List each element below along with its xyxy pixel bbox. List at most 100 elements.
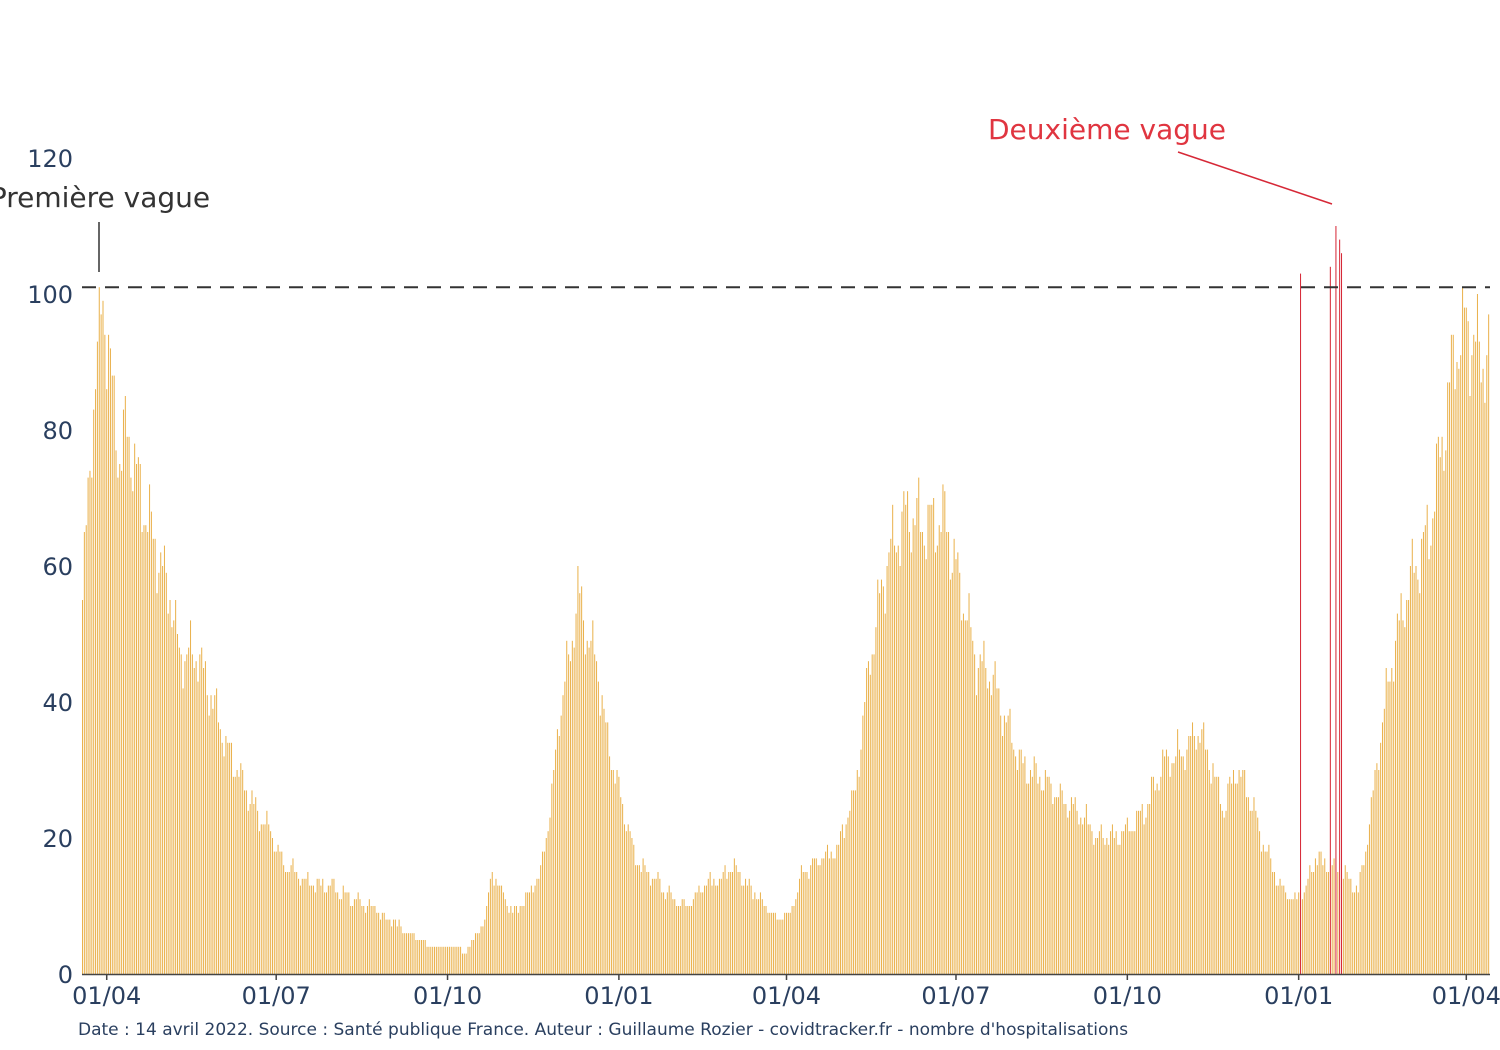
bar <box>434 947 435 974</box>
bar <box>315 892 316 974</box>
bar <box>674 899 675 974</box>
bar <box>1125 824 1126 974</box>
bar <box>339 899 340 974</box>
bar <box>723 872 724 974</box>
bar <box>741 886 742 974</box>
bar <box>1036 763 1037 974</box>
bar <box>1149 804 1150 974</box>
y-tick-label: 40 <box>42 689 73 717</box>
bar <box>101 314 102 974</box>
bar <box>652 879 653 974</box>
bar <box>1186 750 1187 974</box>
bar <box>846 824 847 974</box>
bar <box>1488 314 1489 974</box>
bar <box>1140 811 1141 974</box>
bar <box>1348 879 1349 974</box>
bar <box>309 886 310 974</box>
bar <box>298 879 299 974</box>
bar <box>635 865 636 974</box>
bar <box>497 886 498 974</box>
bar <box>207 695 208 974</box>
bar <box>1173 763 1174 974</box>
bar <box>1015 756 1016 974</box>
bar <box>885 614 886 974</box>
bar <box>1213 763 1214 974</box>
bar <box>406 933 407 974</box>
bar <box>969 593 970 974</box>
bar <box>1002 736 1003 974</box>
bar <box>410 933 411 974</box>
bar <box>991 695 992 974</box>
bar <box>1484 403 1485 974</box>
bar <box>542 852 543 974</box>
bar <box>525 892 526 974</box>
bar <box>102 301 103 974</box>
bar <box>1160 777 1161 974</box>
bar <box>764 906 765 974</box>
bar <box>1335 226 1336 974</box>
bar <box>328 886 329 974</box>
bar <box>292 858 293 974</box>
bar <box>708 879 709 974</box>
bar <box>1304 892 1305 974</box>
bar <box>430 947 431 974</box>
bar <box>1198 736 1199 974</box>
bar <box>834 858 835 974</box>
bar <box>1421 539 1422 974</box>
bar <box>706 886 707 974</box>
bar <box>630 831 631 974</box>
bar <box>829 858 830 974</box>
bar <box>1192 722 1193 974</box>
bar <box>1456 362 1457 974</box>
bar <box>1043 790 1044 974</box>
bar <box>738 872 739 974</box>
bar <box>1363 865 1364 974</box>
bar <box>289 872 290 974</box>
bar <box>959 573 960 974</box>
bar <box>1434 512 1435 974</box>
bar <box>1082 824 1083 974</box>
x-tick-label: 01/10 <box>1093 982 1162 1010</box>
bar <box>514 906 515 974</box>
bar <box>209 716 210 974</box>
bar <box>1088 824 1089 974</box>
bar <box>1009 709 1010 974</box>
bar <box>117 478 118 974</box>
bar <box>644 865 645 974</box>
bar <box>957 552 958 974</box>
bar <box>982 661 983 974</box>
bar <box>1013 750 1014 974</box>
bar <box>883 586 884 974</box>
bar <box>617 770 618 974</box>
bar <box>566 641 567 974</box>
bar <box>866 668 867 974</box>
bar <box>1361 865 1362 974</box>
bar <box>810 865 811 974</box>
bar <box>1134 831 1135 974</box>
bar <box>127 437 128 974</box>
bar <box>1393 682 1394 974</box>
bar <box>1341 253 1342 974</box>
bar <box>358 892 359 974</box>
bar <box>996 688 997 974</box>
bar <box>1332 865 1333 974</box>
bar <box>812 858 813 974</box>
bar <box>1226 811 1227 974</box>
bar <box>1384 709 1385 974</box>
bar <box>367 906 368 974</box>
bar <box>374 906 375 974</box>
bar <box>633 845 634 974</box>
bar <box>1131 831 1132 974</box>
bar <box>240 763 241 974</box>
bar <box>304 879 305 974</box>
bar <box>440 947 441 974</box>
bar <box>901 512 902 974</box>
bar <box>1321 852 1322 974</box>
bar <box>106 389 107 974</box>
bar <box>1091 831 1092 974</box>
bar <box>1071 797 1072 974</box>
bar <box>341 899 342 974</box>
bar <box>1278 886 1279 974</box>
bar <box>1179 750 1180 974</box>
bar <box>522 906 523 974</box>
